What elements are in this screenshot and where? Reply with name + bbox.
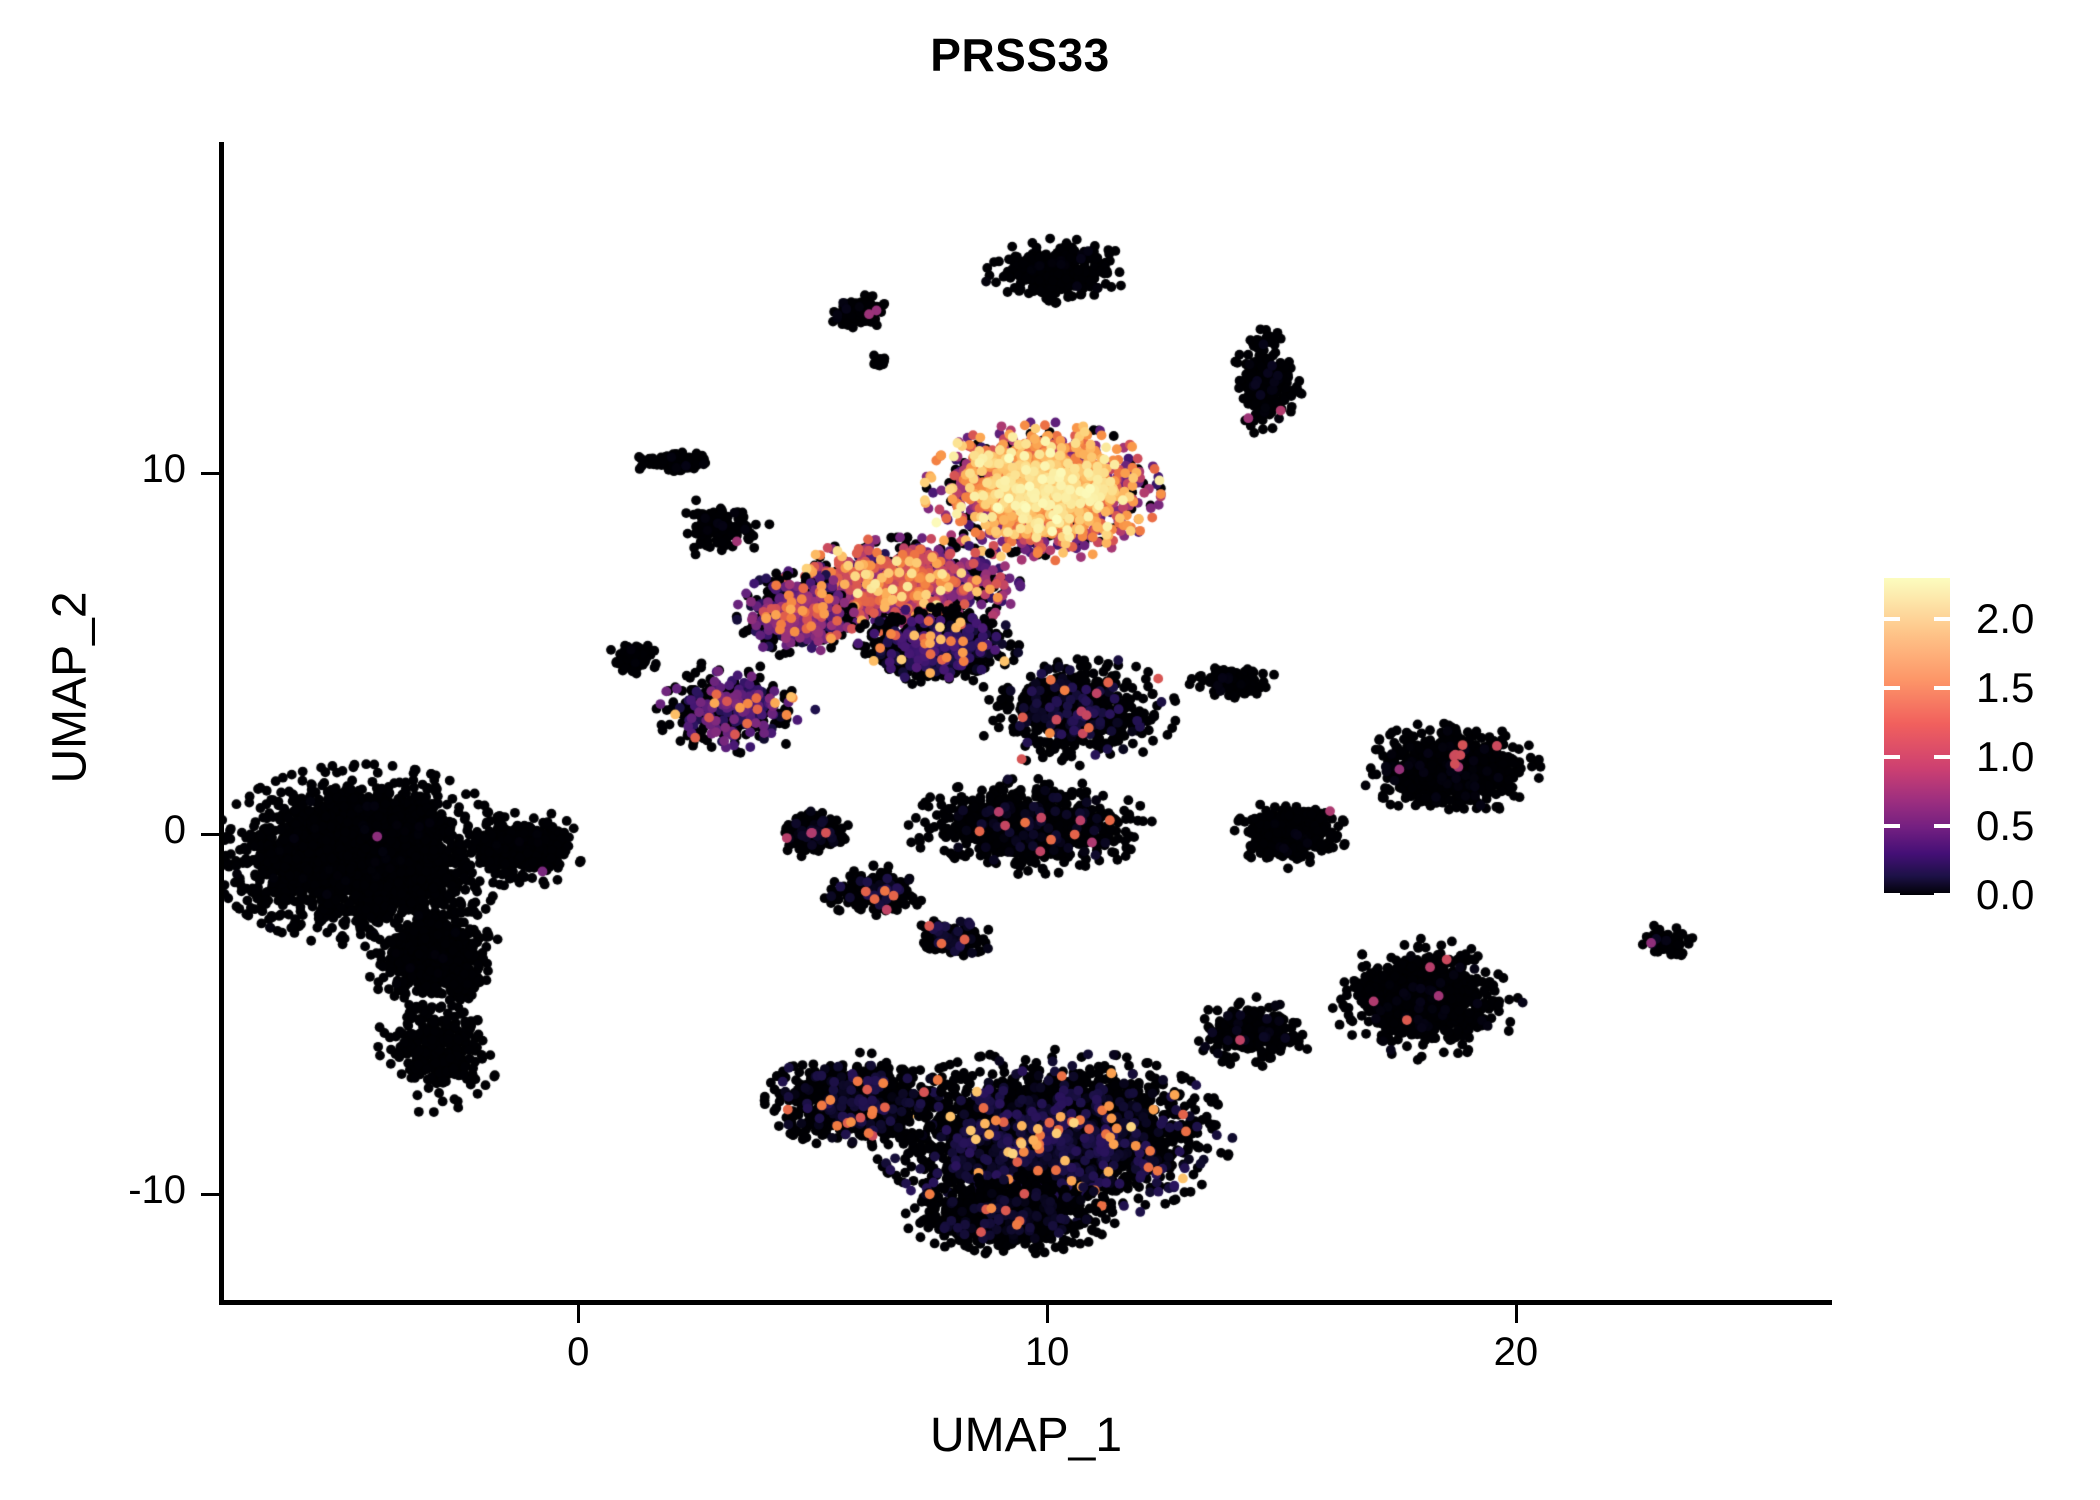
- colorbar-tick: [1884, 755, 1900, 760]
- x-tick-mark: [1514, 1305, 1518, 1323]
- scatter-canvas: [222, 142, 1830, 1302]
- colorbar-tick: [1934, 617, 1950, 622]
- colorbar-tick-label: 1.5: [1976, 664, 2035, 712]
- colorbar-tick: [1934, 755, 1950, 760]
- x-tick-label: 20: [1493, 1330, 1539, 1374]
- colorbar-tick: [1884, 686, 1900, 691]
- y-tick-mark: [201, 472, 219, 476]
- colorbar-tick: [1884, 617, 1900, 622]
- plot-panel: [222, 142, 1830, 1302]
- x-axis-label: UMAP_1: [929, 1409, 1123, 1462]
- colorbar-gradient: [1884, 578, 1950, 895]
- colorbar-tick: [1934, 824, 1950, 829]
- colorbar-tick-label: 2.0: [1976, 595, 2035, 643]
- y-axis-label: UMAP_2: [43, 591, 97, 784]
- colorbar-tick: [1884, 824, 1900, 829]
- colorbar-tick-label: 0.5: [1976, 802, 2035, 850]
- colorbar-tick: [1884, 893, 1900, 897]
- colorbar-tick-label: 0.0: [1976, 871, 2035, 918]
- x-tick-mark: [577, 1305, 581, 1323]
- y-tick-mark: [201, 832, 219, 836]
- page-title: PRSS33: [0, 28, 2100, 82]
- x-tick-mark: [1046, 1305, 1050, 1323]
- x-tick-label: 10: [1024, 1330, 1070, 1374]
- colorbar-tick: [1934, 686, 1950, 691]
- x-axis-line: [219, 1300, 1832, 1305]
- x-tick-label: 0: [567, 1330, 590, 1374]
- colorbar-tick: [1934, 893, 1950, 897]
- y-axis-line: [219, 142, 224, 1304]
- y-tick-label: 10: [141, 447, 187, 492]
- colorbar-tick-label: 1.0: [1976, 733, 2035, 781]
- plot-title-text: PRSS33: [930, 29, 1110, 81]
- y-tick-mark: [201, 1192, 219, 1196]
- y-tick-label: 0: [163, 807, 186, 852]
- y-tick-label: -10: [128, 1167, 186, 1212]
